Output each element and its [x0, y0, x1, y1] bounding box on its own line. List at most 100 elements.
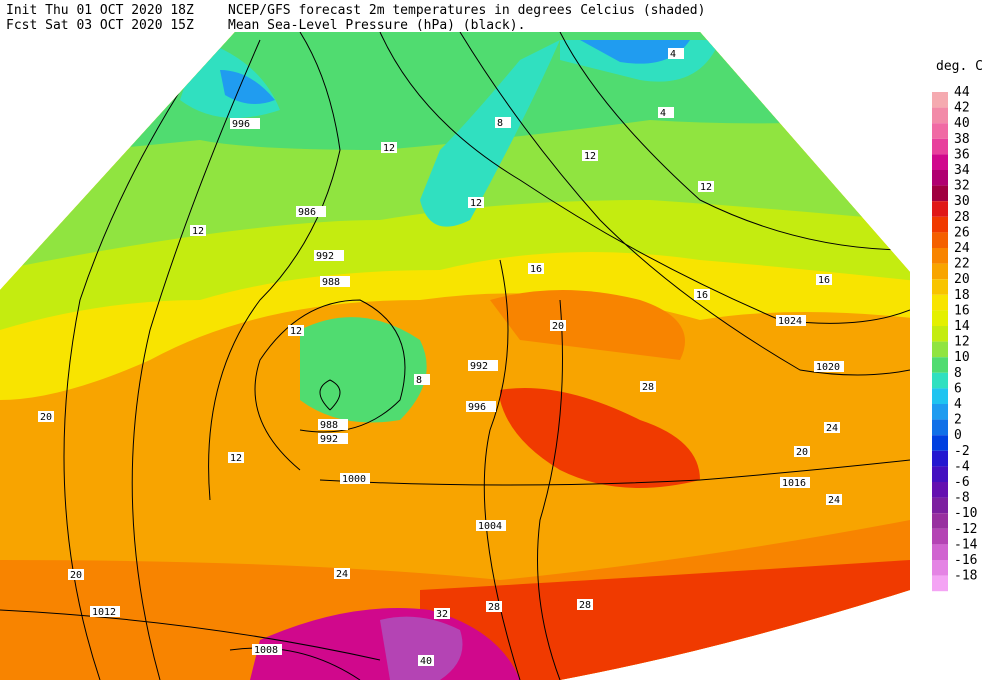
- legend-label: 4: [954, 397, 962, 412]
- label-bg: [468, 360, 498, 371]
- isobar-label: 1024: [778, 316, 802, 327]
- isobar-label: 996: [468, 402, 486, 413]
- label-bg: [381, 142, 397, 153]
- temperature-label: 20: [70, 570, 82, 581]
- temperature-label: 20: [796, 447, 808, 458]
- label-bg: [90, 606, 120, 617]
- label-bg: [318, 433, 348, 444]
- legend-label: -8: [954, 491, 970, 506]
- legend-label: -2: [954, 444, 970, 459]
- label-bg: [38, 411, 54, 422]
- label-bg: [824, 422, 840, 433]
- label-bg: [814, 361, 844, 372]
- temperature-label: 40: [420, 656, 432, 667]
- legend-label: 36: [954, 147, 970, 162]
- temperature-label: 4: [670, 49, 676, 60]
- label-bg: [288, 325, 304, 336]
- color-box: [932, 482, 948, 498]
- temperature-label: 28: [642, 382, 654, 393]
- label-bg: [296, 206, 326, 217]
- color-box: [932, 372, 948, 389]
- color-box: [932, 326, 948, 342]
- isobar-label: 1000: [342, 474, 366, 485]
- legend-label: 32: [954, 179, 970, 194]
- colorbar: 4442403836343230282624222018161412108642…: [932, 85, 978, 592]
- label-bg: [582, 150, 598, 161]
- color-box: [932, 154, 948, 170]
- label-bg: [640, 381, 656, 392]
- color-box: [932, 528, 948, 545]
- color-box: [932, 248, 948, 264]
- color-box: [932, 279, 948, 295]
- temperature-label: 24: [828, 495, 840, 506]
- label-bg: [418, 655, 434, 666]
- legend-label: 10: [954, 350, 970, 365]
- legend-label: -16: [954, 553, 977, 568]
- temperature-label: 12: [290, 326, 302, 337]
- forecast-time: Fcst Sat 03 OCT 2020 15Z: [6, 18, 194, 33]
- label-bg: [694, 289, 710, 300]
- temperature-label: 32: [436, 609, 448, 620]
- label-bg: [780, 477, 810, 488]
- color-box: [932, 466, 948, 482]
- temperature-label: 28: [579, 600, 591, 611]
- color-box: [932, 92, 948, 108]
- color-box: [932, 201, 948, 217]
- legend-label: 20: [954, 272, 970, 287]
- header: Init Thu 01 OCT 2020 18Z Fcst Sat 03 OCT…: [6, 3, 705, 33]
- isobar-label: 986: [298, 207, 316, 218]
- isobar-label: 1008: [254, 645, 278, 656]
- legend-label: 26: [954, 225, 970, 240]
- color-box: [932, 544, 948, 560]
- isobar-label: 996: [232, 119, 250, 130]
- map-labels: 996 986 992 988 988 992 992 996 1000 1004 1008 1012…: [38, 48, 844, 667]
- legend-label: 44: [954, 85, 970, 100]
- color-box: [932, 513, 948, 529]
- legend-label: 18: [954, 288, 970, 303]
- color-box: [932, 575, 948, 592]
- legend-label: 2: [954, 413, 962, 428]
- color-box: [932, 450, 948, 467]
- legend-label: 16: [954, 303, 970, 318]
- label-bg: [318, 419, 348, 430]
- label-bg: [495, 117, 511, 128]
- label-bg: [434, 608, 450, 619]
- label-bg: [816, 274, 832, 285]
- color-box: [932, 388, 948, 404]
- color-box: [932, 357, 948, 373]
- legend-label: -14: [954, 537, 978, 552]
- label-bg: [577, 599, 593, 610]
- label-bg: [334, 568, 350, 579]
- temperature-label: 12: [470, 198, 482, 209]
- temperature-label: 24: [826, 423, 838, 434]
- color-box: [932, 341, 948, 358]
- legend-label: -4: [954, 459, 970, 474]
- isobar-label: 988: [322, 277, 340, 288]
- isobar-label: 1012: [92, 607, 116, 618]
- label-bg: [340, 473, 370, 484]
- label-bg: [550, 320, 566, 331]
- label-bg: [252, 644, 282, 655]
- legend-label: -18: [954, 569, 977, 584]
- color-box: [932, 435, 948, 451]
- legend-label: -6: [954, 475, 970, 490]
- temperature-label: 24: [336, 569, 348, 580]
- label-bg: [314, 250, 344, 261]
- legend-unit: deg. C: [936, 59, 983, 74]
- temperature-label: 8: [416, 375, 422, 386]
- temperature-label: 12: [700, 182, 712, 193]
- label-bg: [228, 452, 244, 463]
- init-time: Init Thu 01 OCT 2020 18Z: [6, 3, 194, 18]
- temperature-label: 12: [584, 151, 596, 162]
- label-bg: [320, 276, 350, 287]
- label-bg: [528, 263, 544, 274]
- temperature-label: 16: [818, 275, 830, 286]
- legend-label: 14: [954, 319, 970, 334]
- color-box: [932, 404, 948, 420]
- color-box: [932, 560, 948, 576]
- color-box: [932, 263, 948, 280]
- label-bg: [826, 494, 842, 505]
- label-bg: [414, 374, 430, 385]
- temperature-label: 4: [660, 108, 666, 119]
- color-box: [932, 123, 948, 139]
